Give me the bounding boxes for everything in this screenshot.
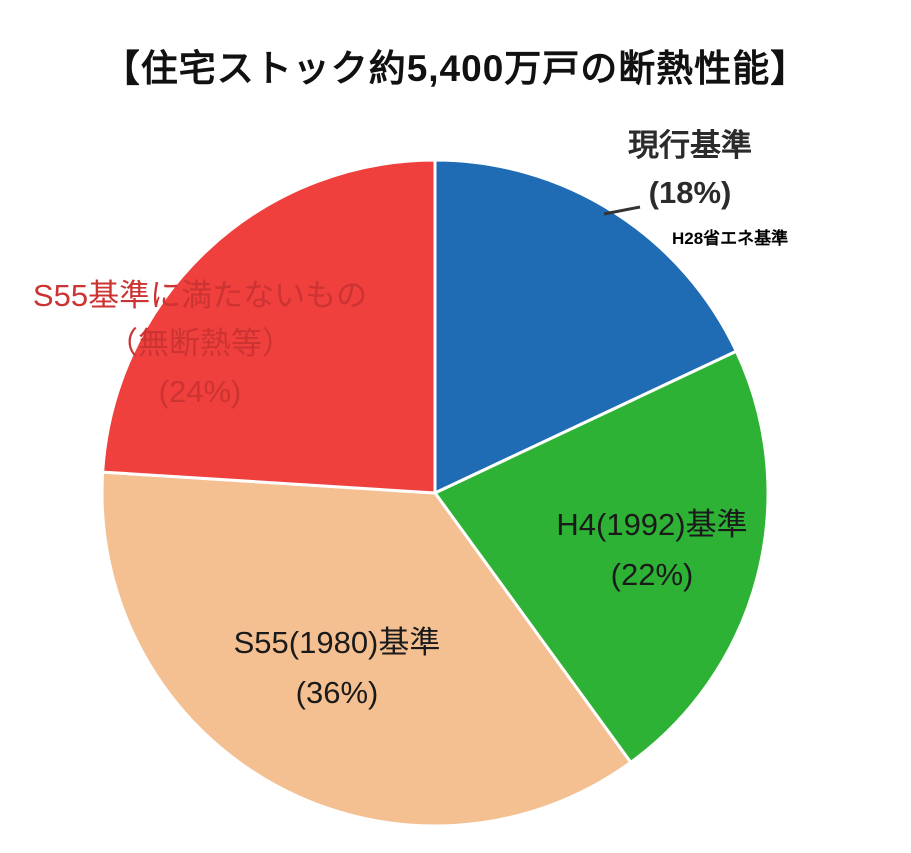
pie-slice-2 (433, 349, 770, 764)
label-current-standard-pct: (18%) (648, 175, 732, 210)
label-s55-standard: S55(1980)基準 (36%) (192, 618, 482, 718)
leader-line-18pct (603, 205, 641, 216)
label-below-s55-line1: S55基準に満たないもの (32, 278, 368, 313)
label-h4-standard-pct: (22%) (610, 557, 694, 592)
pie-slice-3 (100, 470, 633, 828)
pie-slice-4 (101, 158, 437, 495)
chart-title: 【住宅ストック約5,400万戸の断熱性能】 (102, 48, 809, 89)
label-below-s55: S55基準に満たないもの （無断熱等） (24%) (0, 272, 400, 416)
label-s55-standard-name: S55(1980)基準 (233, 625, 441, 660)
label-current-standard: 現行基準 (18%) (575, 122, 805, 216)
label-current-standard-name: 現行基準 (628, 128, 752, 163)
label-s55-standard-pct: (36%) (295, 675, 379, 710)
label-below-s55-line2: （無断熱等） (107, 326, 293, 361)
label-h4-standard-name: H4(1992)基準 (556, 507, 748, 542)
label-h28-annotation: H28省エネ基準 (672, 229, 789, 248)
label-below-s55-pct: (24%) (158, 374, 242, 409)
label-h4-standard: H4(1992)基準 (22%) (528, 500, 776, 600)
pie-slices (100, 158, 770, 828)
